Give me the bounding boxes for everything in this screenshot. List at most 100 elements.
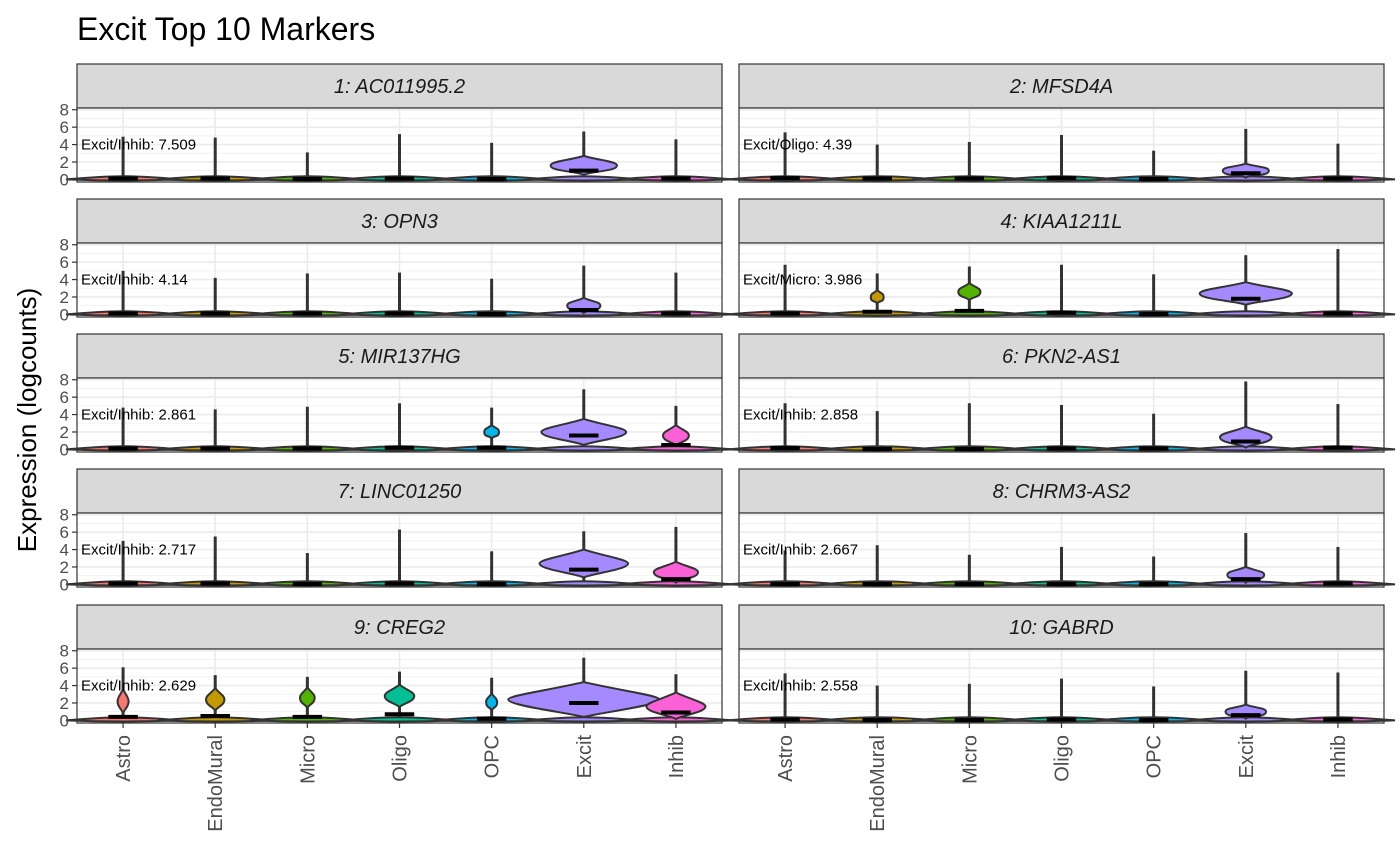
facet-strip-label: 1: AC011995.2 bbox=[334, 76, 465, 98]
y-tick-label: 6 bbox=[60, 388, 69, 407]
facet-strip bbox=[76, 604, 723, 650]
panel-border bbox=[738, 512, 1385, 588]
violin-excit bbox=[526, 445, 642, 452]
y-tick-label: 6 bbox=[60, 118, 69, 137]
y-tick-label: 2 bbox=[60, 694, 69, 713]
panel-annotation: Excit/Inhib: 7.509 bbox=[81, 137, 196, 154]
panel-annotation: Excit/Inhib: 2.717 bbox=[81, 542, 196, 559]
violin-excit bbox=[526, 580, 642, 587]
x-tick-label: Inhib bbox=[666, 735, 688, 778]
violin-micro bbox=[250, 716, 365, 723]
facet-panel: 6: PKN2-AS1 Excit/Inhib: 2.858 bbox=[727, 333, 1396, 453]
facet-strip-label: 10: GABRD bbox=[1009, 617, 1113, 639]
y-tick-label: 8 bbox=[60, 506, 69, 525]
y-tick-label: 4 bbox=[60, 406, 69, 425]
x-tick-label: Oligo bbox=[1052, 735, 1074, 782]
violin-bulge bbox=[485, 691, 499, 715]
x-tick-label: Excit bbox=[574, 735, 596, 779]
y-tick-label: 8 bbox=[60, 371, 69, 390]
violin-bulge bbox=[869, 288, 885, 308]
y-tick-label: 8 bbox=[60, 101, 69, 120]
panel-annotation: Excit/Inhib: 2.861 bbox=[81, 407, 196, 424]
y-tick-label: 6 bbox=[60, 253, 69, 272]
facet-strip bbox=[76, 333, 723, 379]
violin-bulge bbox=[1198, 281, 1293, 306]
violin-bulge bbox=[538, 548, 630, 579]
violin-bulge bbox=[507, 681, 661, 718]
facet-strip bbox=[738, 333, 1385, 379]
panel-annotation: Excit/Inhib: 2.667 bbox=[743, 542, 858, 559]
violin-inhib bbox=[618, 445, 734, 452]
y-tick-label: 0 bbox=[60, 440, 69, 459]
x-tick-label: Astro bbox=[113, 735, 135, 782]
facet-strip bbox=[76, 468, 723, 514]
facet-strip-label: 2: MFSD4A bbox=[1009, 76, 1113, 98]
violin-excit bbox=[526, 716, 642, 723]
facet-strip bbox=[738, 468, 1385, 514]
x-tick-label: Micro bbox=[297, 735, 319, 784]
facet-strip-label: 9: CREG2 bbox=[354, 617, 445, 639]
y-tick-label: 2 bbox=[60, 558, 69, 577]
panel-annotation: Excit/Inhib: 2.558 bbox=[743, 678, 858, 695]
panel-annotation: Excit/Inhib: 2.629 bbox=[81, 678, 196, 695]
y-tick-label: 0 bbox=[60, 575, 69, 594]
y-tick-label: 4 bbox=[60, 136, 69, 155]
facet-strip-label: 7: LINC01250 bbox=[338, 481, 461, 503]
facet-panel: 10: GABRD Excit/Inhib: 2.558 Astro EndoMura… bbox=[727, 604, 1396, 832]
y-tick-label: 0 bbox=[60, 170, 69, 189]
y-tick-label: 8 bbox=[60, 642, 69, 661]
y-tick-label: 2 bbox=[60, 153, 69, 172]
facet-strip-label: 6: PKN2-AS1 bbox=[1002, 346, 1121, 368]
violin-bulge bbox=[204, 686, 226, 714]
violin-bulge bbox=[383, 683, 416, 710]
panel-annotation: Excit/Oligo: 4.39 bbox=[743, 137, 852, 154]
panel-annotation: Excit/Inhib: 2.858 bbox=[743, 407, 858, 424]
chart-title: Excit Top 10 Markers bbox=[77, 11, 375, 47]
x-tick-label: Inhib bbox=[1328, 735, 1350, 778]
panel-border bbox=[738, 242, 1385, 318]
facet-strip bbox=[738, 604, 1385, 650]
y-tick-label: 4 bbox=[60, 677, 69, 696]
x-tick-label: Astro bbox=[775, 735, 797, 782]
x-tick-label: EndoMural bbox=[867, 735, 889, 832]
facet-panel: 2: MFSD4A Excit/Oligo: 4.39 bbox=[727, 63, 1396, 183]
y-tick-label: 4 bbox=[60, 271, 69, 290]
y-tick-label: 2 bbox=[60, 423, 69, 442]
facet-strip bbox=[738, 63, 1385, 109]
violin-micro bbox=[912, 310, 1027, 317]
violin-bulge bbox=[549, 154, 618, 177]
x-tick-label: OPC bbox=[1144, 735, 1166, 778]
x-tick-label: OPC bbox=[482, 735, 504, 778]
violin-oligo bbox=[342, 716, 457, 723]
y-tick-label: 6 bbox=[60, 523, 69, 542]
x-tick-label: Oligo bbox=[390, 735, 412, 782]
violin-excit bbox=[1188, 310, 1303, 317]
violin-endomural bbox=[157, 716, 273, 723]
facet-strip-label: 5: MIR137HG bbox=[338, 346, 460, 368]
y-tick-label: 0 bbox=[60, 305, 69, 324]
y-tick-label: 0 bbox=[60, 711, 69, 730]
x-tick-label: EndoMural bbox=[205, 735, 227, 832]
facet-panel: 4: KIAA1211L Excit/Micro: 3.986 bbox=[727, 198, 1396, 318]
x-tick-label: Micro bbox=[959, 735, 981, 784]
violin-bulge bbox=[116, 686, 130, 718]
panel-border bbox=[738, 107, 1385, 183]
violin-bulge bbox=[957, 281, 982, 303]
y-tick-label: 2 bbox=[60, 288, 69, 307]
panel-border bbox=[738, 377, 1385, 453]
violin-bulge bbox=[540, 417, 628, 447]
y-axis-label: Expression (logcounts) bbox=[12, 288, 42, 552]
facet-strip-label: 3: OPN3 bbox=[361, 211, 438, 233]
violin-excit bbox=[526, 175, 642, 182]
facet-strip bbox=[738, 198, 1385, 244]
facet-strip-label: 4: KIAA1211L bbox=[1001, 211, 1123, 233]
violin-bulge bbox=[483, 423, 501, 442]
facet-strip-label: 8: CHRM3-AS2 bbox=[993, 481, 1131, 503]
facet-panel: 8: CHRM3-AS2 Excit/Inhib: 2.667 bbox=[727, 468, 1396, 588]
